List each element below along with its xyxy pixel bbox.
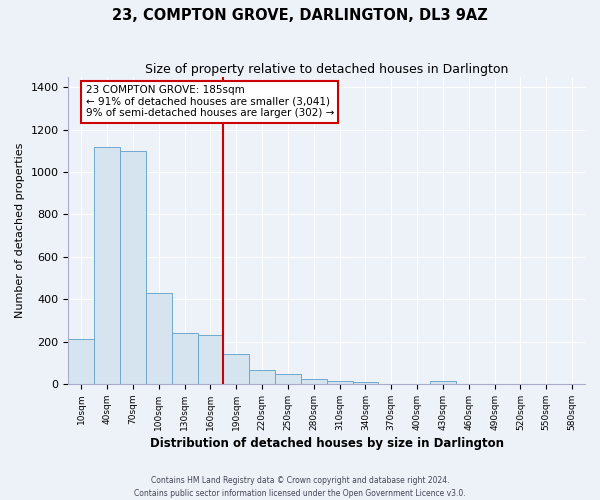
Bar [68,340,94,384]
Bar [327,381,353,384]
Bar [301,380,327,384]
Bar [172,333,197,384]
Text: 23, COMPTON GROVE, DARLINGTON, DL3 9AZ: 23, COMPTON GROVE, DARLINGTON, DL3 9AZ [112,8,488,22]
Bar [197,335,223,384]
Y-axis label: Number of detached properties: Number of detached properties [15,142,25,318]
Bar [249,370,275,384]
Bar [120,151,146,384]
Text: 23 COMPTON GROVE: 185sqm
← 91% of detached houses are smaller (3,041)
9% of semi: 23 COMPTON GROVE: 185sqm ← 91% of detach… [86,85,334,118]
Bar [353,382,379,384]
Text: Contains HM Land Registry data © Crown copyright and database right 2024.
Contai: Contains HM Land Registry data © Crown c… [134,476,466,498]
Bar [430,382,456,384]
Bar [146,293,172,384]
Bar [94,146,120,384]
Title: Size of property relative to detached houses in Darlington: Size of property relative to detached ho… [145,62,508,76]
Bar [275,374,301,384]
X-axis label: Distribution of detached houses by size in Darlington: Distribution of detached houses by size … [150,437,504,450]
Bar [223,354,249,384]
